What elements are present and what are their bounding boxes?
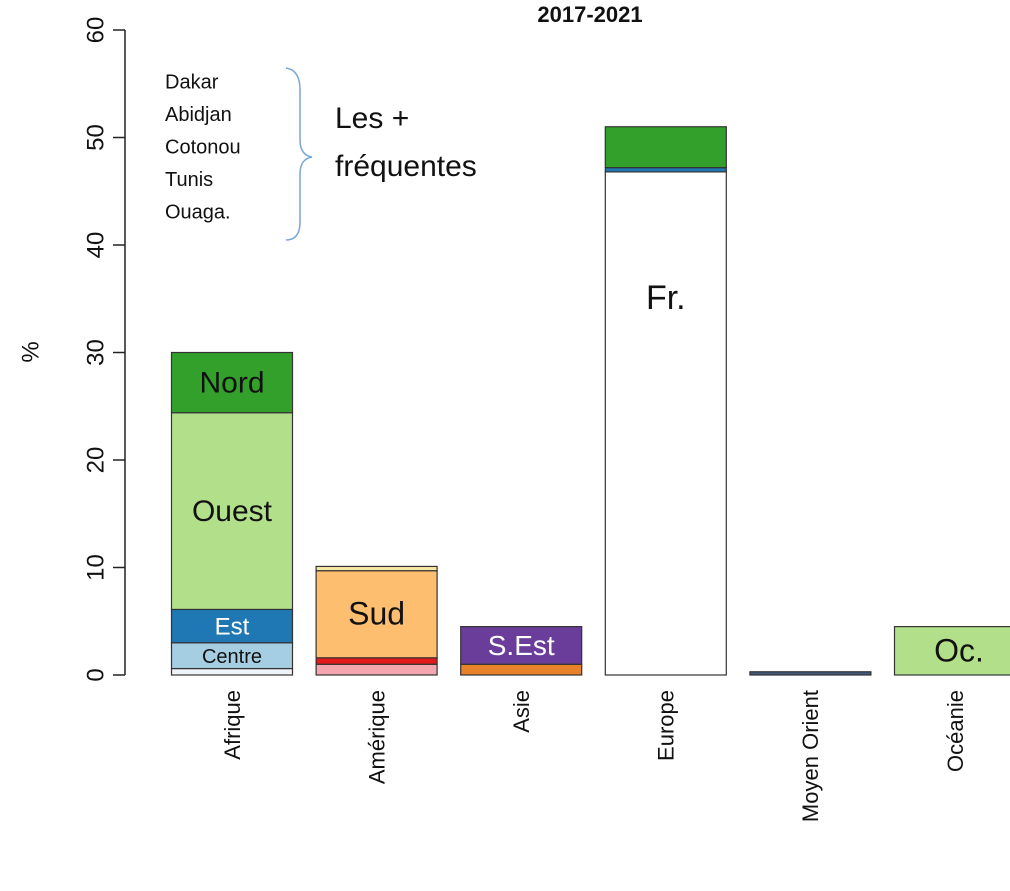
city-name: Tunis bbox=[165, 169, 213, 191]
bar-segment bbox=[749, 671, 872, 676]
chart-title: 2017-2021 bbox=[537, 2, 642, 27]
bar-segment bbox=[604, 126, 727, 169]
bar-segment bbox=[170, 412, 294, 611]
bar-segment bbox=[170, 667, 294, 676]
y-tick-label: 30 bbox=[82, 339, 109, 366]
y-axis-label: % bbox=[17, 341, 44, 362]
city-name: Ouaga. bbox=[165, 201, 231, 223]
bar-segment bbox=[315, 663, 438, 676]
bar-segment bbox=[170, 642, 294, 670]
segment-label: Fr. bbox=[646, 279, 686, 317]
bar-segment bbox=[170, 351, 294, 414]
y-tick-label: 40 bbox=[82, 232, 109, 259]
x-tick-label: Amérique bbox=[364, 690, 389, 784]
x-tick-label: Asie bbox=[509, 690, 534, 733]
segment-label: Est bbox=[215, 613, 250, 640]
annotation-note: Les + bbox=[335, 102, 409, 135]
x-tick-label: Europe bbox=[654, 690, 679, 761]
bar-segment bbox=[604, 171, 727, 676]
segment-label: Sud bbox=[348, 596, 405, 632]
city-name: Abidjan bbox=[165, 104, 232, 126]
bar-segment bbox=[460, 626, 583, 665]
bar-segment bbox=[170, 608, 294, 644]
bar-segment bbox=[315, 657, 438, 665]
x-tick-label: Océanie bbox=[943, 690, 968, 772]
annotation-note: fréquentes bbox=[335, 150, 477, 183]
y-tick-label: 60 bbox=[82, 17, 109, 44]
bar-segment bbox=[315, 570, 438, 659]
bar-segment bbox=[893, 626, 1010, 676]
bar-segment bbox=[315, 565, 438, 572]
brace bbox=[285, 67, 313, 241]
x-tick-label: Afrique bbox=[220, 690, 245, 760]
segment-label: S.Est bbox=[488, 630, 555, 661]
y-tick-label: 50 bbox=[82, 124, 109, 151]
y-tick-label: 10 bbox=[82, 554, 109, 581]
y-tick-label: 20 bbox=[82, 447, 109, 474]
segment-label: Ouest bbox=[192, 495, 273, 528]
bar-segment bbox=[460, 663, 583, 676]
x-tick-label: Moyen Orient bbox=[798, 690, 823, 822]
segment-label: Centre bbox=[202, 646, 262, 668]
y-tick-label: 0 bbox=[82, 668, 109, 681]
segment-label: Oc. bbox=[934, 632, 984, 668]
bar-segment bbox=[604, 167, 727, 173]
city-name: Cotonou bbox=[165, 136, 241, 158]
city-name: Dakar bbox=[165, 71, 219, 93]
segment-label: Nord bbox=[199, 367, 264, 400]
